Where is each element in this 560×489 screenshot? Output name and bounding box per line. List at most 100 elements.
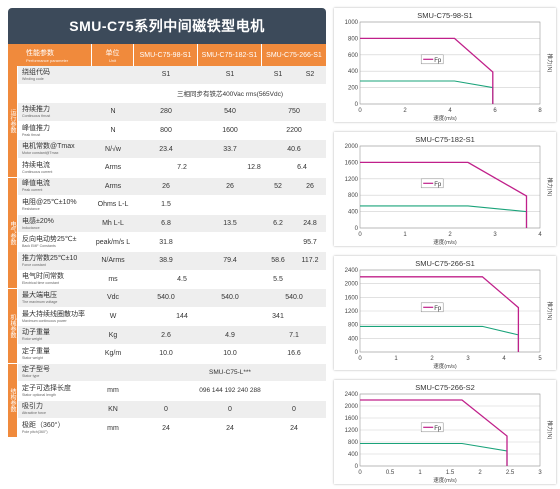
row-param-zh: 电阻@25℃±10% (22, 198, 77, 206)
row-value: S1 (225, 71, 235, 79)
chart-4: SMU-C75-266-S2 2400 2000 1600 1200 800 400 0 0 0.… (334, 380, 556, 484)
chart-2: SMU-C75-182-S1 2000 1600 1200 800 400 0 0 1 2 3 4 速度… (334, 132, 556, 246)
side-groups: 运行参数 电气参数 机械参数 结构参数 (8, 66, 18, 438)
row-value: 280 (160, 108, 172, 116)
row-unit: Ohms L-L (97, 201, 129, 209)
table-row: 反向电动势25℃± Back EMF Constants peak/m/s L 31.… (18, 233, 326, 252)
row-unit: Kg/m (104, 350, 122, 358)
continuous-thrust-line (360, 205, 528, 228)
y-tick-label: 200 (348, 86, 359, 92)
row-param-zh: 峰值推力 (22, 124, 50, 132)
model-header-3: SMU-C75-266-S1 (266, 51, 322, 59)
x-tick-label: 4 (502, 356, 506, 362)
row-param-en: Force constant (22, 262, 46, 267)
row-unit: mm (107, 424, 119, 432)
y-tick-label: 1200 (345, 177, 359, 183)
y-tick-label: 1200 (345, 309, 359, 315)
table-row: 定子可选择长度 Stator optional length mm 096 144 1… (18, 382, 326, 401)
row-unit (92, 364, 134, 382)
row-unit: N/Arms (101, 257, 125, 265)
y-tick-label: 400 (348, 210, 359, 216)
side-group-mech: 机械参数 (8, 289, 17, 364)
row-value: 0 (164, 405, 168, 413)
row-param: 持续推力 Continuous thrust (18, 103, 92, 121)
table-header: 性能参数 Performance parameter 单位 Unit SMU-C… (8, 44, 326, 66)
y-tick-label: 0 (355, 102, 359, 108)
row-value: 540.0 (221, 294, 239, 302)
y-tick-label: 1000 (345, 20, 359, 26)
model-header-1: SMU-C75-98-S1 (134, 44, 198, 66)
row-value: 16.6 (287, 350, 301, 358)
row-param-en: Motor constant@Tmax (22, 151, 59, 156)
plot-frame (359, 21, 541, 105)
table-row: 电机常数@Tmax Motor constant@Tmax N/√w 23.4 33.7… (18, 140, 326, 159)
y-tick-label: 2000 (345, 404, 359, 410)
row-param-zh: 电感±20% (22, 217, 54, 225)
param-header-zh: 性能参数 (26, 49, 54, 57)
row-param (18, 85, 92, 103)
row-param: 最大端电压 The maximum voltage (18, 289, 92, 307)
row-value: 4.5 (177, 275, 187, 283)
row-param-zh: 反向电动势25℃± (22, 236, 77, 244)
row-param-en: Attractive force (22, 411, 46, 416)
row-value: 26 (306, 182, 314, 190)
row-param-en: Stator weight (22, 355, 43, 360)
row-param-en: Pole pitch(360°) (22, 430, 48, 435)
row-param: 电感±20% Inductance (18, 215, 92, 233)
row-value (262, 233, 294, 251)
table-row: 极距（360°） Pole pitch(360°) mm 24 24 24 (18, 419, 326, 438)
row-param-zh: 定子可选择长度 (22, 384, 71, 392)
legend-label: Fp (434, 182, 442, 188)
x-tick-label: 2 (430, 356, 434, 362)
row-value: 0 (292, 405, 296, 413)
x-axis-label: 速度(m/s) (433, 114, 457, 122)
row-value: 24 (290, 424, 298, 432)
row-value: 31.8 (159, 238, 173, 246)
continuous-thrust-line (360, 325, 519, 352)
y-axis-label: 推力(N) (546, 178, 554, 197)
row-value: 7.1 (289, 331, 299, 339)
row-param-zh: 最大端电压 (22, 291, 57, 299)
chart-title: SMU-C75-266-S1 (415, 259, 475, 268)
y-tick-label: 800 (348, 193, 359, 199)
table-row: 最大端电压 The maximum voltage Vdc 540.0 540.0 540… (18, 289, 326, 308)
table-row: 持续电流 Continuous current Arms 7.2 12.8 6.4 (18, 158, 326, 178)
plot-frame (359, 269, 541, 353)
row-value: 24.8 (303, 220, 317, 228)
x-tick-label: 0 (358, 356, 362, 362)
row-param-zh: 定子型号 (22, 366, 50, 374)
row-unit: W (109, 313, 117, 321)
row-value: 750 (288, 108, 300, 116)
row-value: 4.9 (225, 331, 235, 339)
row-value (198, 233, 262, 251)
row-unit: N/√w (105, 145, 121, 153)
y-tick-label: 800 (348, 36, 359, 42)
x-tick-label: 8 (538, 108, 542, 114)
row-param: 极距（360°） Pole pitch(360°) (18, 419, 92, 437)
row-param-en: Peak current (22, 188, 43, 193)
chart-1: SMU-C75-98-S1 1000 800 600 400 200 0 0 2 4 6 8 速度(m/… (334, 8, 556, 122)
row-param-zh: 最大持续线圈散功率 (22, 310, 85, 318)
row-value: 33.7 (223, 145, 237, 153)
param-header: 性能参数 Performance parameter (8, 44, 92, 66)
row-param-zh: 绕组代码 (22, 68, 50, 76)
row-param: 电气时间常数 Electrical time constant (18, 271, 92, 289)
chart-title: SMU-C75-266-S2 (415, 383, 475, 392)
row-value: 13.5 (223, 220, 237, 228)
row-value: 1.5 (161, 201, 171, 209)
peak-thrust-line (360, 161, 528, 228)
row-param-en: Stator type (22, 374, 40, 379)
row-value: 10.0 (159, 350, 173, 358)
x-tick-label: 1 (403, 232, 407, 238)
x-axis-label: 速度(m/s) (433, 238, 457, 246)
row-param-en: Electrical time constant (22, 281, 59, 286)
row-value: 0 (228, 405, 232, 413)
row-param-en: Rotor weight (22, 337, 43, 342)
row-param-zh: 定子重量 (22, 347, 50, 355)
x-tick-label: 3 (466, 356, 470, 362)
y-tick-label: 400 (348, 336, 359, 342)
row-param: 定子重量 Stator weight (18, 345, 92, 363)
x-tick-label: 5 (538, 356, 542, 362)
row-value (198, 196, 262, 214)
row-value: 6.8 (161, 220, 171, 228)
